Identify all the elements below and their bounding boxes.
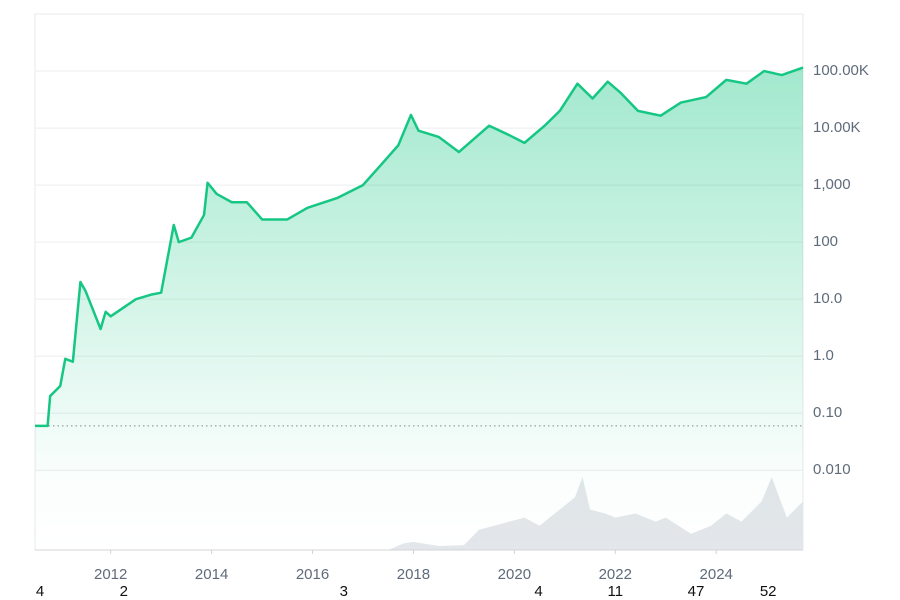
event-marker: 3 — [340, 583, 348, 600]
y-tick-label: 100.00K — [813, 62, 869, 79]
y-tick-label: 1,000 — [813, 176, 851, 193]
event-marker: 2 — [120, 583, 128, 600]
event-marker: 47 — [688, 583, 705, 600]
y-tick-label: 100 — [813, 233, 838, 250]
y-tick-label: 0.010 — [813, 461, 851, 478]
y-tick-label: 0.10 — [813, 404, 842, 421]
y-tick-label: 1.0 — [813, 347, 834, 364]
x-tick-label: 2014 — [195, 566, 228, 583]
y-tick-label: 10.00K — [813, 119, 861, 136]
price-area — [35, 67, 803, 550]
x-tick-label: 2022 — [599, 566, 632, 583]
event-marker: 11 — [608, 583, 624, 600]
x-tick-label: 2024 — [700, 566, 733, 583]
event-marker: 4 — [36, 583, 44, 600]
event-marker: 52 — [760, 583, 777, 600]
x-tick-label: 2016 — [296, 566, 329, 583]
x-tick-label: 2018 — [397, 566, 430, 583]
x-tick-label: 2012 — [94, 566, 127, 583]
price-line — [35, 66, 804, 428]
event-marker: 4 — [534, 583, 542, 600]
x-tick-label: 2020 — [498, 566, 531, 583]
y-tick-label: 10.0 — [813, 290, 842, 307]
